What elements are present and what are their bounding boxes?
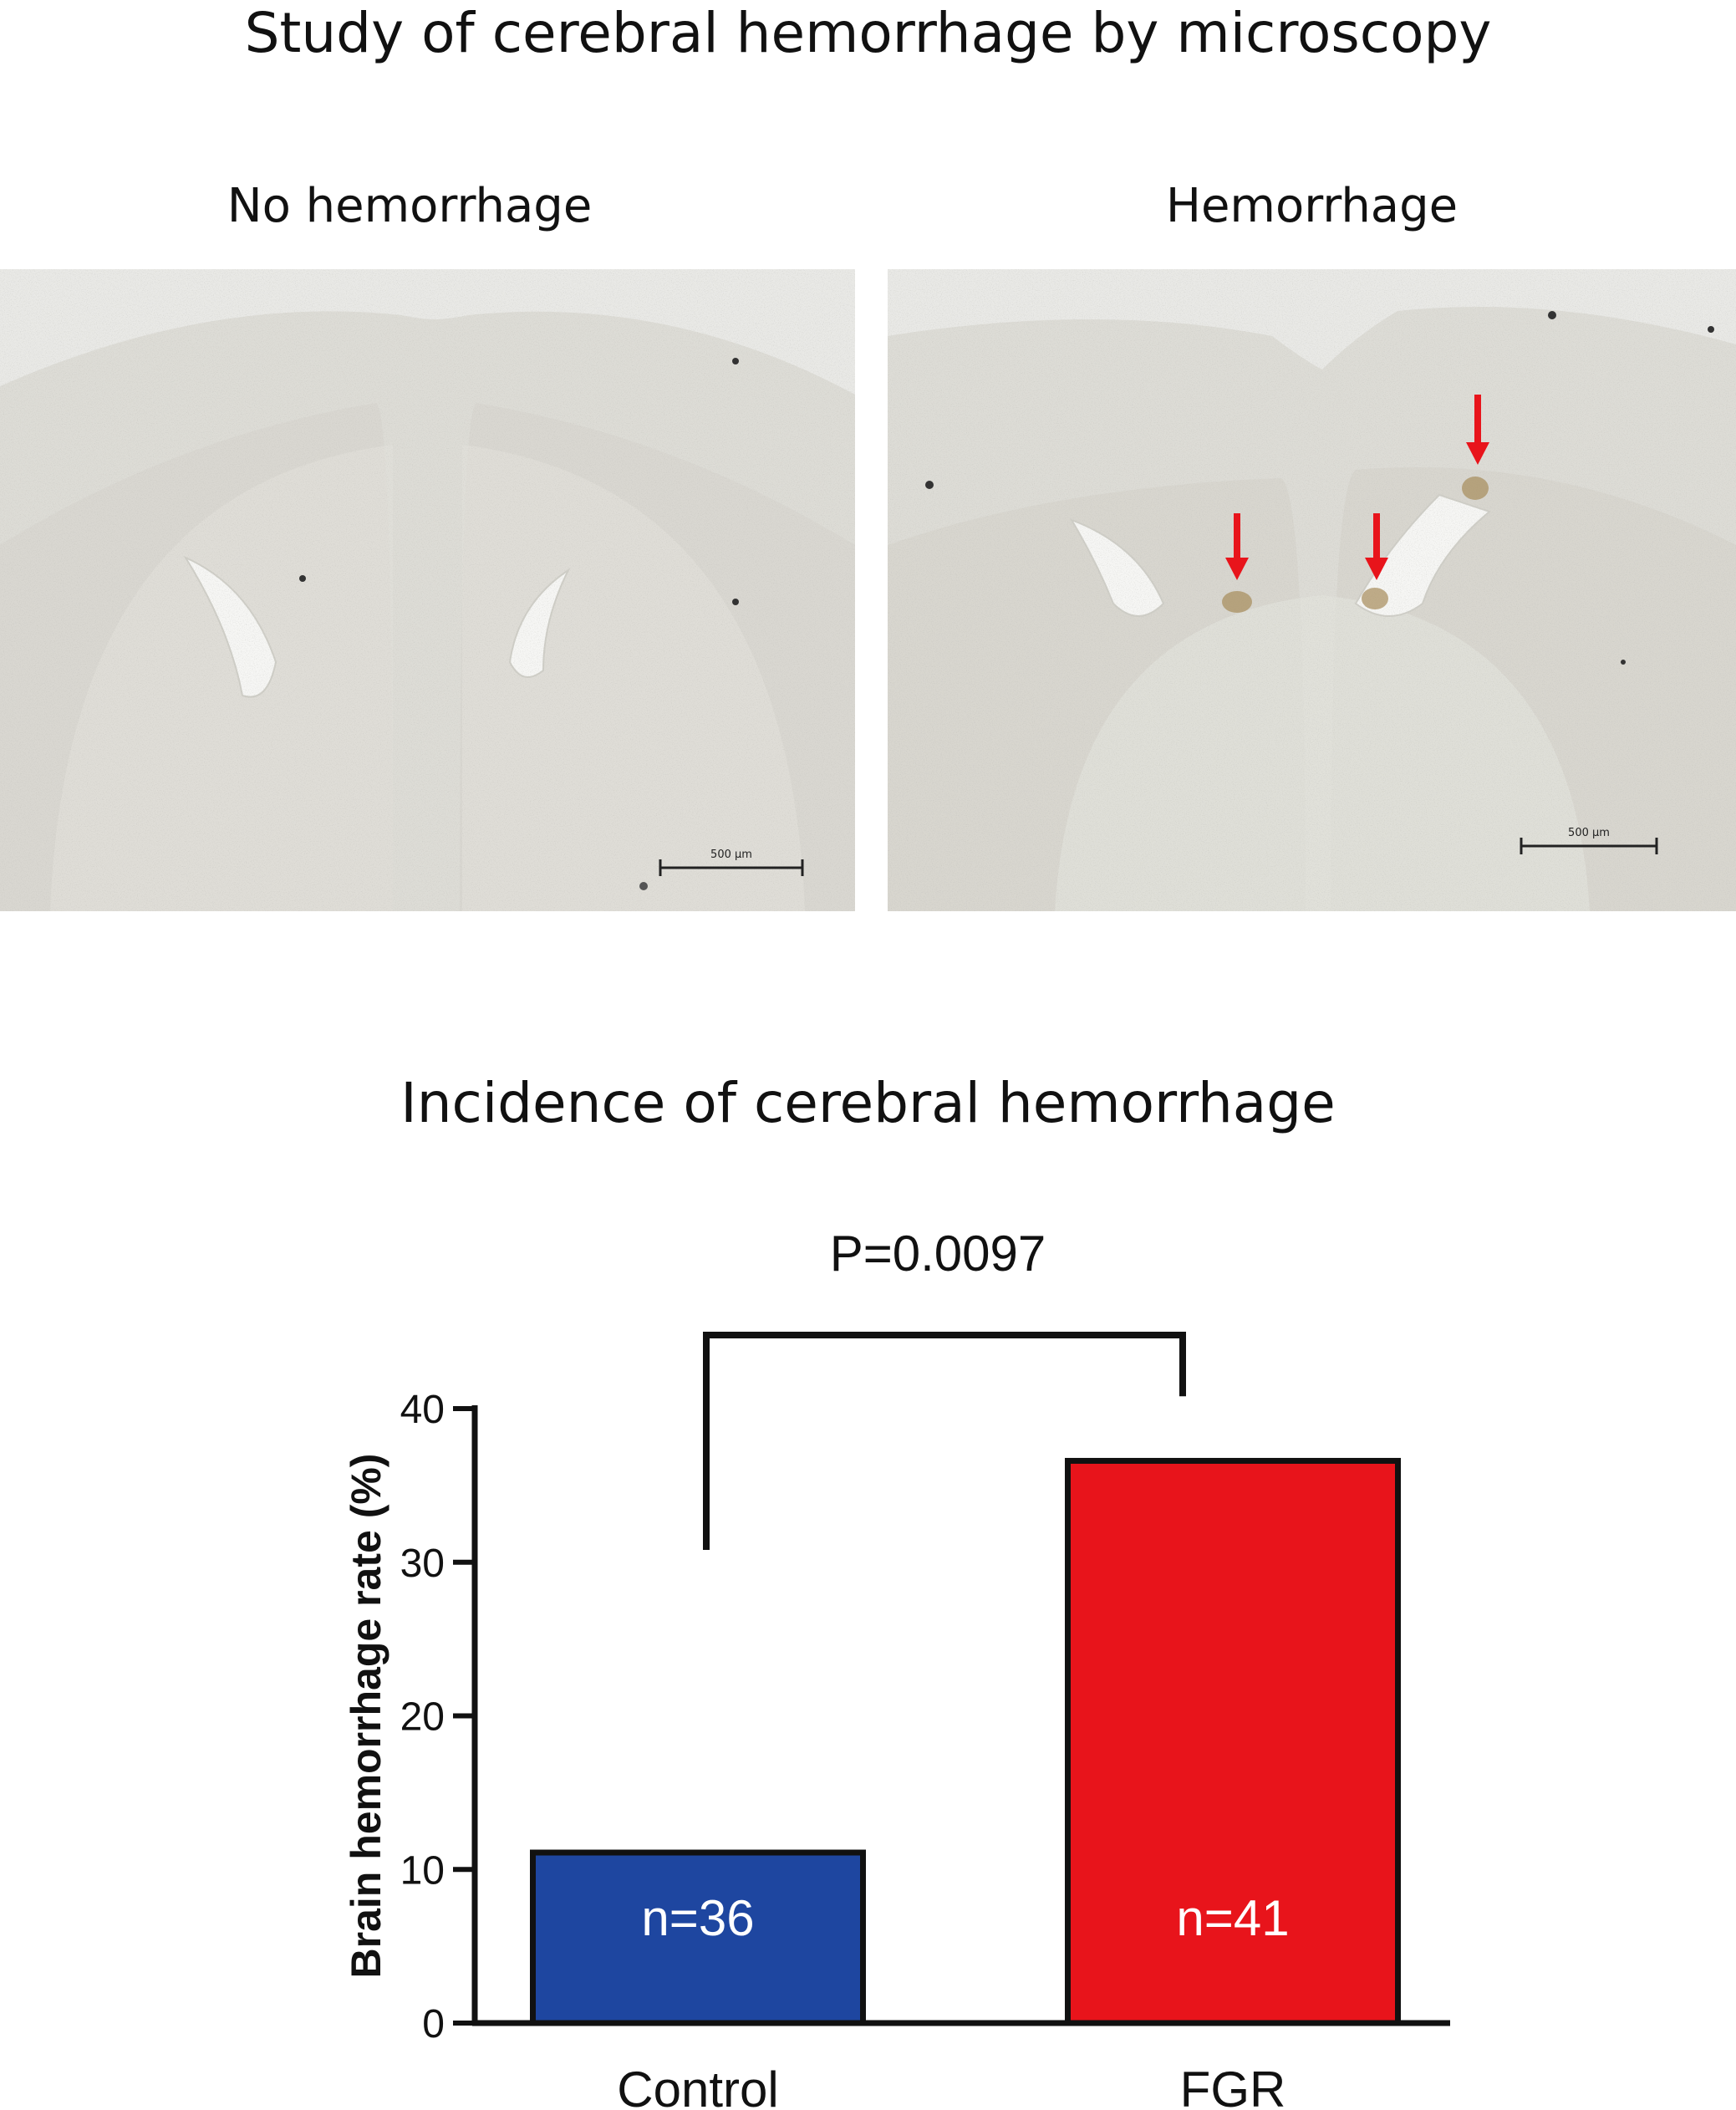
bar-label-control: n=36 [641, 1890, 754, 1946]
y-tick-label-3: 30 [400, 1542, 445, 1586]
hemorrhage-arrows [1225, 395, 1489, 580]
x-tick-label-control: Control [617, 2062, 778, 2110]
y-tick-label-0: 0 [422, 2002, 445, 2046]
bars: n=36 n=41 [530, 1457, 1401, 2026]
micrograph-no-hemorrhage: 500 µm [0, 269, 855, 911]
y-axis: 0 10 20 30 40 [400, 1388, 478, 2046]
y-tick-label-2: 20 [400, 1695, 445, 1740]
x-tick-label-fgr: FGR [1180, 2062, 1286, 2110]
bar-label-fgr: n=41 [1176, 1890, 1289, 1946]
figure-title: Study of cerebral hemorrhage by microsco… [244, 1, 1492, 65]
chart-title: Incidence of cerebral hemorrhage [400, 1071, 1336, 1135]
bar-control [530, 1849, 866, 2026]
y-tick-label-1: 10 [400, 1848, 445, 1893]
y-tick-label-4: 40 [400, 1388, 445, 1432]
scale-bar-label: 500 µm [710, 849, 752, 861]
x-tick-labels: Control FGR [617, 2062, 1285, 2110]
panel-label-hemorrhage: Hemorrhage [1165, 179, 1459, 233]
p-value-annotation: P=0.0097 [830, 1226, 1046, 1282]
bar-chart: P=0.0097 Brain hemorrhage rate (%) 0 10 20… [343, 1226, 1450, 2110]
y-axis-label: Brain hemorrhage rate (%) [343, 1454, 389, 1979]
significance-bracket [703, 1332, 1186, 1551]
panel-label-no-hemorrhage: No hemorrhage [227, 179, 593, 233]
micrograph-hemorrhage: 500 µm [888, 269, 1736, 911]
scale-bar-label: 500 µm [1568, 827, 1610, 839]
